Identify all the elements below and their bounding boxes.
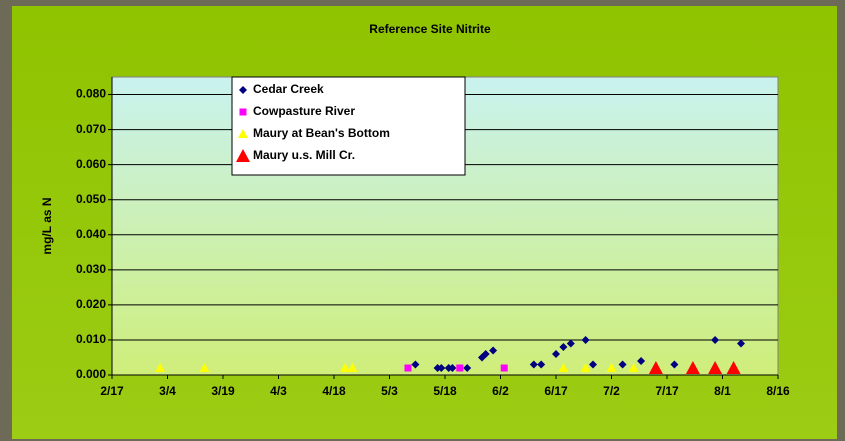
data-point (558, 362, 569, 372)
data-point (628, 362, 639, 372)
data-point (489, 346, 498, 355)
x-tick-label: 8/1 (714, 384, 731, 398)
x-tick-label: 3/19 (211, 384, 235, 398)
data-point (606, 362, 617, 372)
legend-marker (239, 86, 247, 94)
data-point (559, 342, 568, 351)
data-point (711, 335, 720, 344)
x-tick-label: 5/18 (433, 384, 457, 398)
data-point (580, 362, 591, 372)
legend-marker (239, 108, 247, 116)
grid: 0.000 0.010 0.020 0.030 0.040 0.050 0.060 0.070… (76, 77, 790, 398)
legend-label: Maury u.s. Mill Cr. (253, 148, 355, 162)
x-tick-label: 5/3 (381, 384, 398, 398)
data-point (685, 360, 700, 374)
data-point (726, 360, 741, 374)
data-point (737, 339, 745, 348)
data-point (456, 364, 464, 372)
legend-box (231, 76, 466, 176)
data-point (481, 349, 490, 358)
data-point (618, 360, 627, 369)
legend: Cedar Creek Cowpasture River Maury at Bean… (231, 76, 466, 176)
data-point (670, 360, 679, 369)
data-point (448, 363, 457, 372)
y-tick-label: 0.000 (76, 367, 106, 381)
y-tick-label: 0.080 (76, 87, 106, 101)
data-point (566, 339, 575, 348)
x-tick-label: 6/2 (492, 384, 509, 398)
data-point (411, 360, 420, 369)
data-point (463, 363, 472, 372)
y-tick-label: 0.070 (76, 122, 106, 136)
x-tick-label: 7/2 (603, 384, 620, 398)
y-axis-label: mg/L as N (40, 197, 54, 254)
data-point (437, 363, 446, 372)
data-point (648, 360, 663, 374)
chart-title: Reference Site Nitrite (369, 22, 491, 36)
x-tick-label: 2/17 (100, 384, 124, 398)
y-tick-label: 0.050 (76, 192, 106, 206)
marks (155, 335, 745, 374)
legend-label: Cowpasture River (253, 104, 355, 118)
data-point (340, 362, 351, 372)
data-point (155, 362, 166, 372)
y-tick-label: 0.060 (76, 157, 106, 171)
x-tick-label: 3/4 (159, 384, 176, 398)
data-point (637, 356, 646, 365)
y-tick-label: 0.010 (76, 332, 106, 346)
legend-label: Cedar Creek (253, 82, 324, 96)
data-point (404, 364, 412, 372)
x-tick-label: 7/17 (655, 384, 679, 398)
data-point (199, 362, 210, 372)
legend-marker (238, 129, 248, 138)
y-tick-label: 0.030 (76, 262, 106, 276)
data-point (552, 349, 560, 358)
data-point (708, 360, 723, 374)
data-point (589, 360, 597, 369)
data-point (537, 360, 546, 369)
data-point (529, 360, 538, 369)
y-tick-label: 0.040 (76, 227, 106, 241)
x-tick-label: 4/18 (322, 384, 346, 398)
x-tick-label: 8/16 (766, 384, 790, 398)
data-point (581, 335, 590, 344)
data-point (347, 362, 358, 372)
x-tick-label: 6/17 (544, 384, 568, 398)
y-tick-label: 0.020 (76, 297, 106, 311)
legend-marker (236, 149, 250, 162)
x-tick-label: 4/3 (270, 384, 287, 398)
legend-label: Maury at Bean's Bottom (253, 126, 390, 140)
data-point (500, 364, 508, 372)
